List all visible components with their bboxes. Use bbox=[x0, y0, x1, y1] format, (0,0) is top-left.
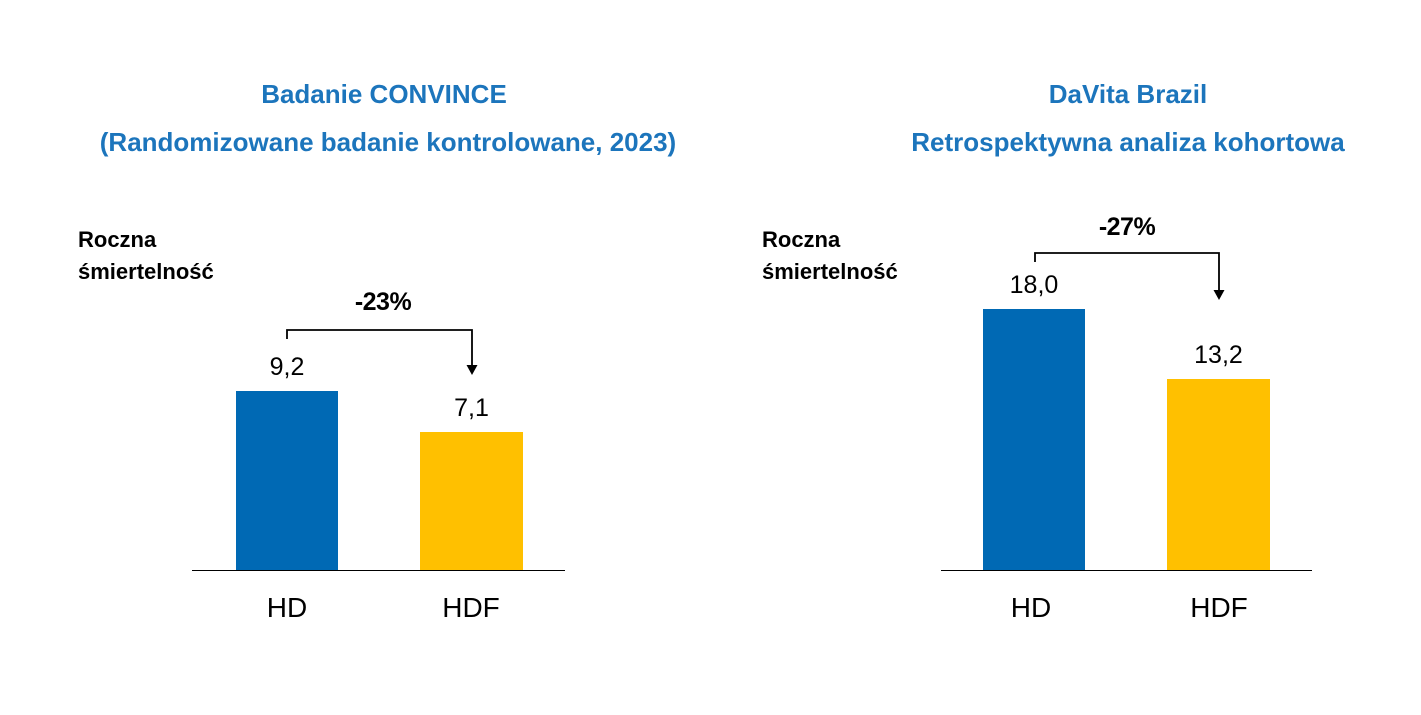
chart-title: Badanie CONVINCE bbox=[261, 79, 507, 109]
chart-subtitle: (Randomizowane badanie kontrolowane, 202… bbox=[99, 127, 677, 157]
bar-value-label: 7,1 bbox=[454, 394, 489, 422]
chart-subtitle: Retrospektywna analiza kohortowa bbox=[911, 127, 1345, 157]
bar-hdf: 7,1 bbox=[420, 394, 523, 571]
y-axis-label: Roczna śmiertelność bbox=[78, 227, 214, 284]
bar-hdf-fill bbox=[1167, 379, 1270, 571]
x-axis-baseline bbox=[941, 570, 1312, 572]
bar-hdf: 13,2 bbox=[1167, 341, 1270, 571]
x-axis-baseline bbox=[192, 570, 565, 572]
bar-hd-fill bbox=[983, 309, 1085, 571]
percent-change-label: -27% bbox=[1098, 213, 1156, 241]
category-label-hdf: HDF bbox=[1190, 592, 1248, 623]
bar-hd: 9,2 bbox=[236, 353, 338, 571]
decrease-arrow-icon bbox=[286, 329, 478, 375]
bar-value-label: 9,2 bbox=[269, 353, 305, 381]
category-label-hd: HD bbox=[1010, 592, 1052, 623]
y-axis-label: Roczna śmiertelność bbox=[762, 227, 898, 284]
bar-value-label: 18,0 bbox=[1009, 271, 1059, 299]
bar-hdf-fill bbox=[420, 432, 523, 571]
category-label-hd: HD bbox=[266, 592, 308, 623]
bar-hd-fill bbox=[236, 391, 338, 571]
percent-change-label: -23% bbox=[354, 288, 412, 316]
bar-value-label: 13,2 bbox=[1194, 341, 1243, 369]
category-label-hdf: HDF bbox=[442, 592, 500, 623]
decrease-arrow-icon bbox=[1034, 252, 1225, 300]
chart-title: DaVita Brazil bbox=[1048, 79, 1208, 109]
bar-hd: 18,0 bbox=[983, 271, 1085, 571]
